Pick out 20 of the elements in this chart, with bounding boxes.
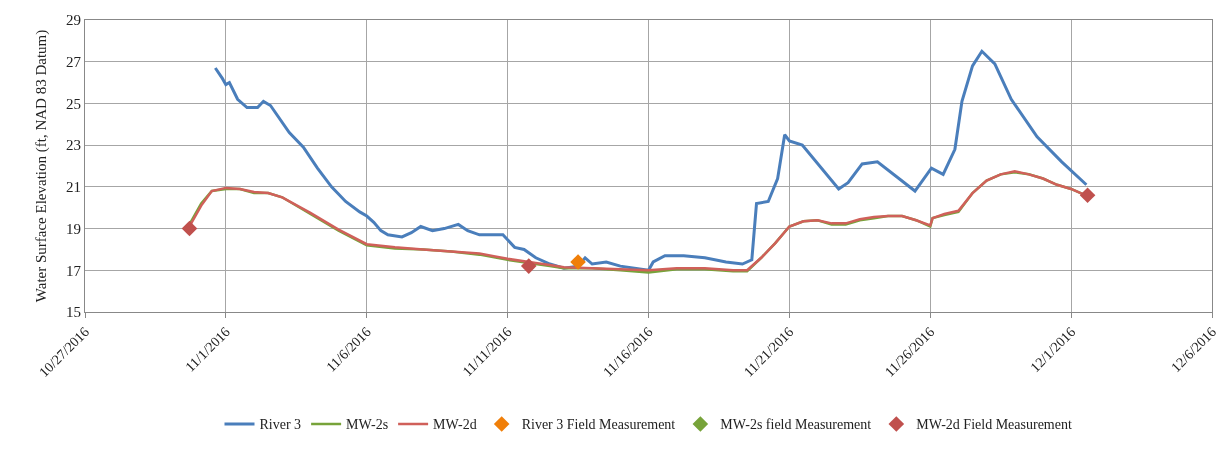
y-tick-label: 25 [66,95,81,112]
point [181,220,198,237]
y-tick-label: 27 [66,53,82,70]
y-tick-label: 23 [66,137,81,154]
legend-label: MW-2s [346,417,389,433]
y-tick-label: 17 [66,262,82,279]
point [570,254,586,270]
y-axis-title: Water Surface Elevation (ft, NAD 83 Datum) [33,29,51,303]
legend-label: MW-2s field Measurement [720,417,872,433]
legend-label: MW-2d Field Measurement [916,417,1072,433]
y-tick-label: 21 [66,179,81,196]
y-tick-label: 29 [66,12,81,29]
legend-label: MW-2d [433,417,477,433]
y-tick-label: 19 [66,220,81,237]
point [520,258,537,274]
y-tick-label: 15 [66,304,81,321]
legend-label: River 3 [259,417,302,433]
point [1079,187,1096,203]
legend-label: River 3 Field Measurement [521,417,676,433]
line-series [213,49,1088,272]
